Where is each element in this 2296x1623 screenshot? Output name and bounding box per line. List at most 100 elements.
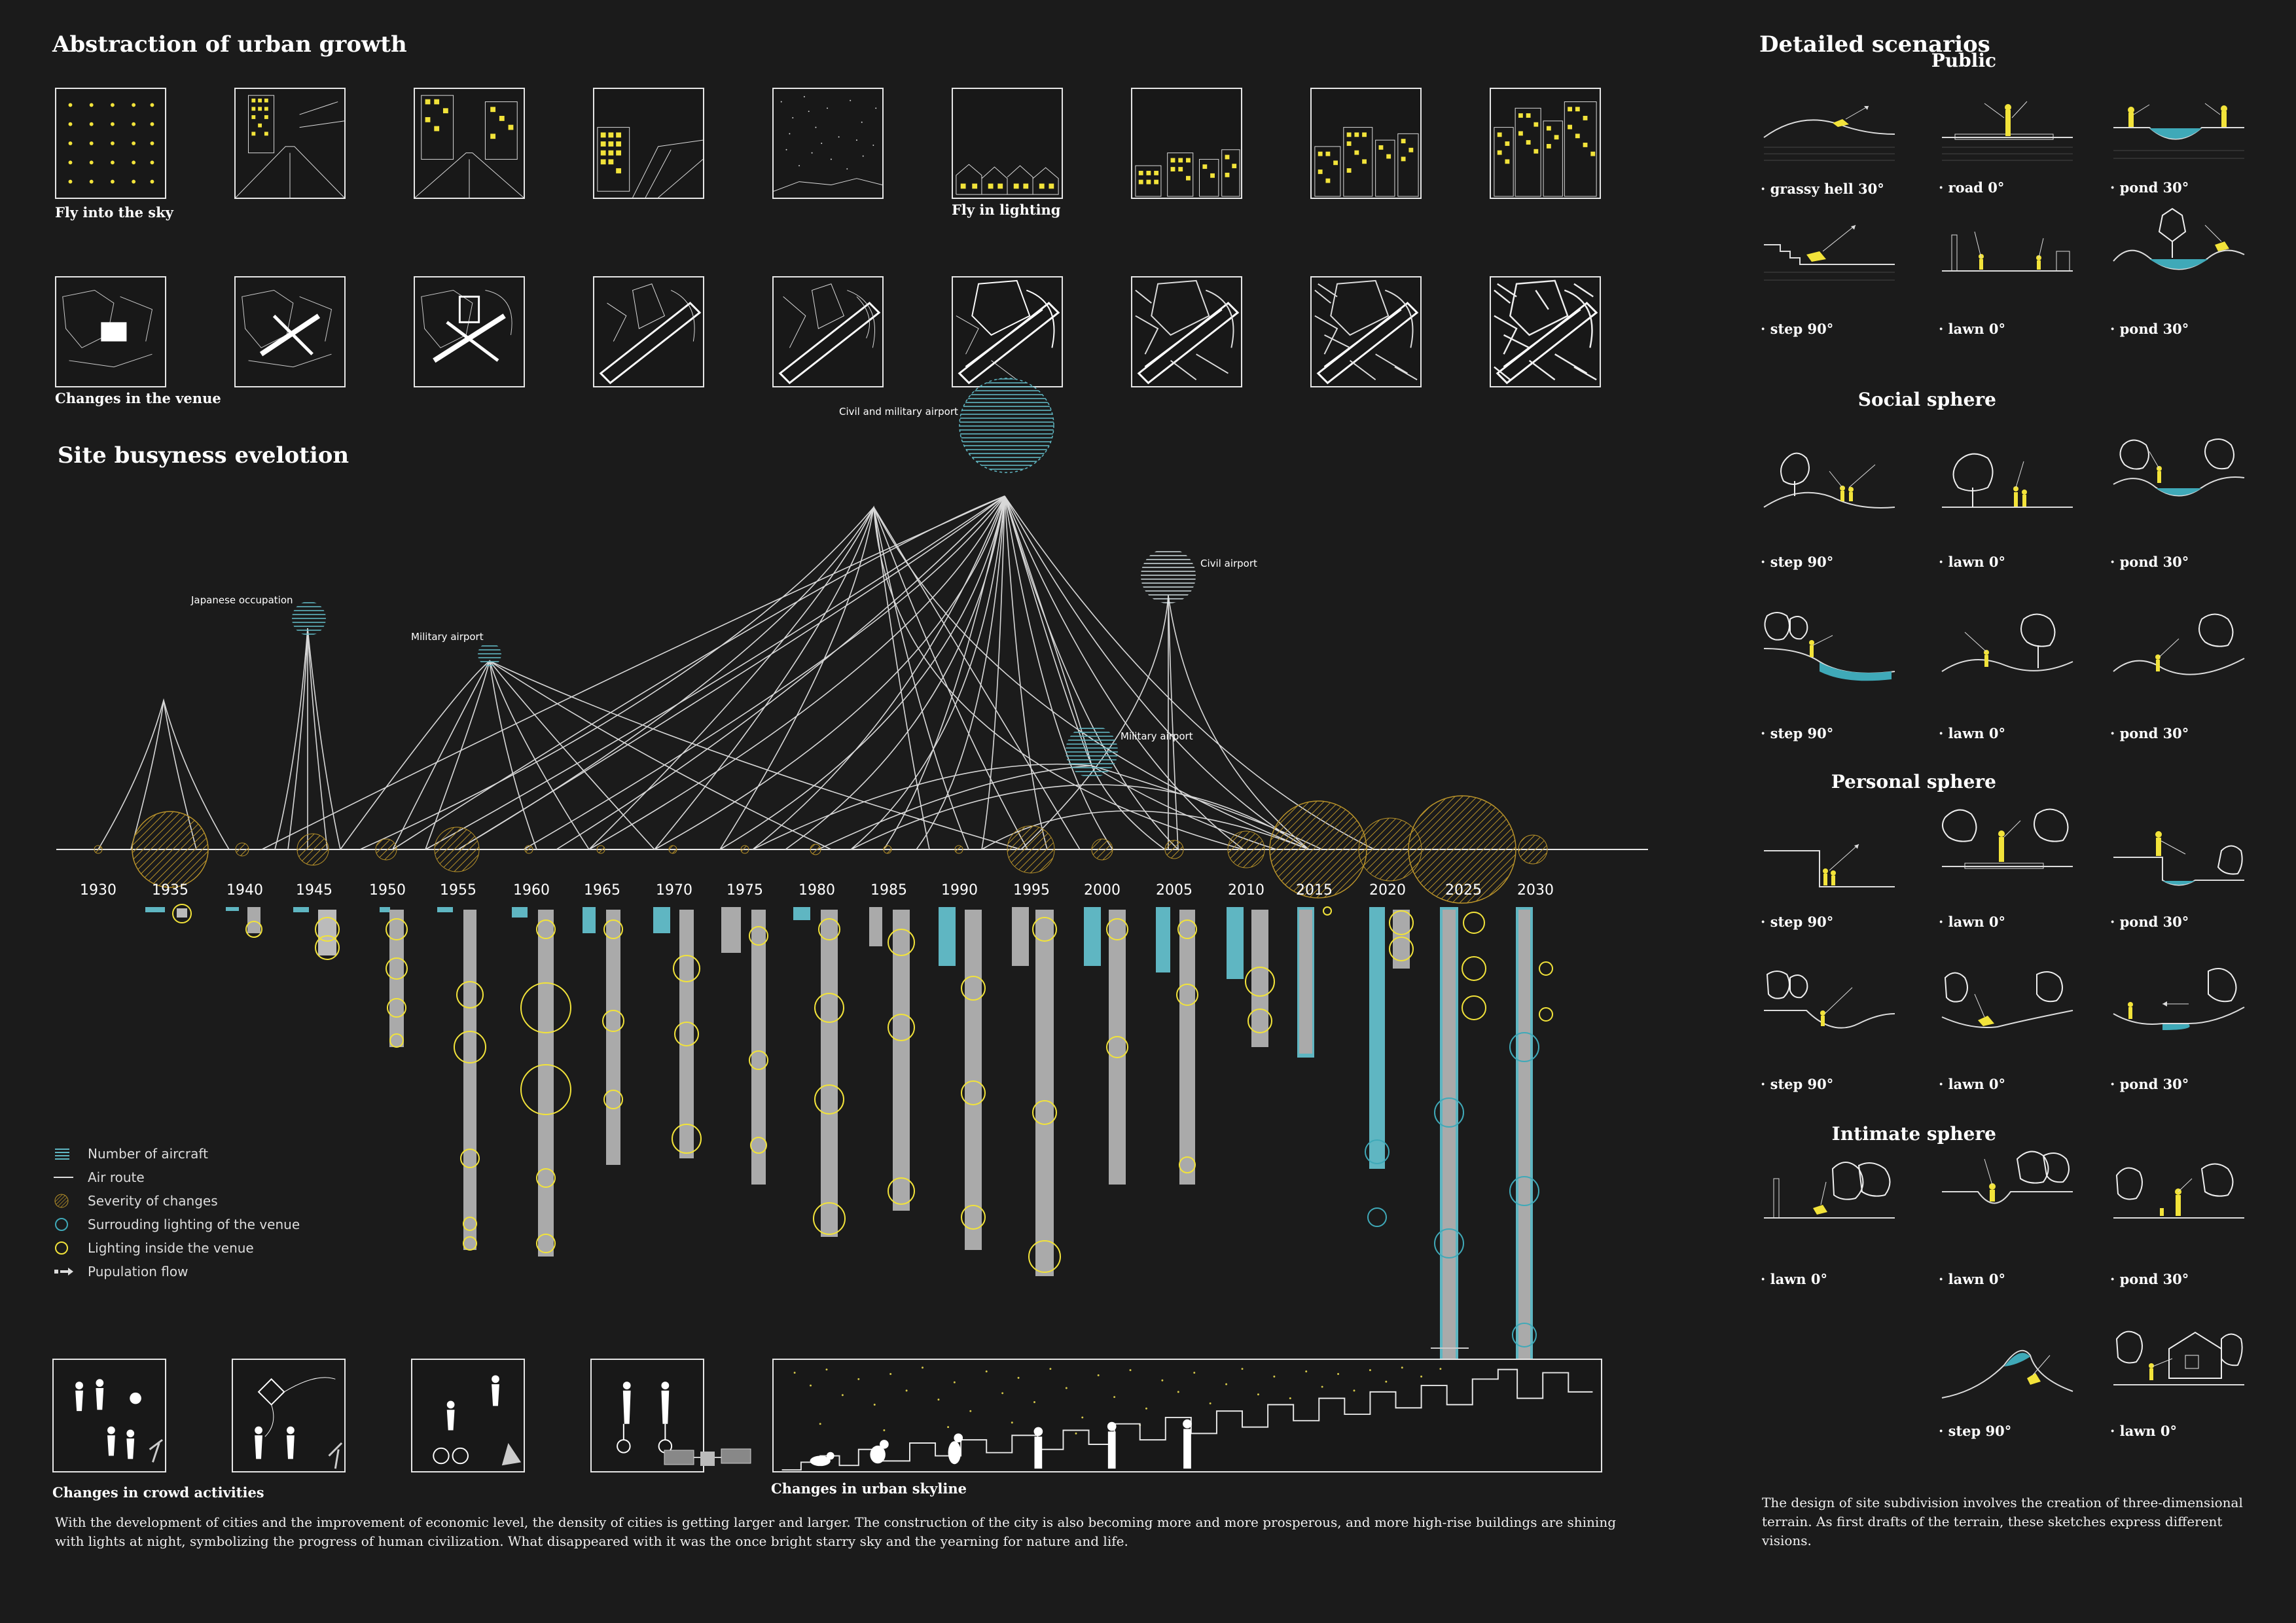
aircraft-circle-military-2 [1066, 725, 1118, 777]
street-panel-3 [593, 88, 704, 199]
column-1935 [145, 904, 192, 923]
venue-map-7 [1131, 276, 1242, 387]
street-panel-2 [414, 88, 525, 199]
year-label: 1990 [941, 882, 978, 899]
year-label: 1930 [80, 882, 117, 899]
scenario-sketch [1761, 219, 1898, 291]
column-1995 [1012, 907, 1061, 1276]
scenario-label: · pond 30° [2110, 1076, 2189, 1092]
year-label: 2000 [1084, 882, 1121, 899]
scenario-label: · step 90° [1939, 1423, 2012, 1439]
scenario-label: · pond 30° [2110, 554, 2189, 570]
buildings-panel-1 [1131, 88, 1242, 199]
column-1975 [721, 907, 768, 1185]
year-label: 2030 [1517, 882, 1554, 899]
column-2010 [1227, 907, 1275, 1047]
column-1985 [869, 907, 915, 1211]
section-personal: Personal sphere [1831, 771, 1996, 793]
section-intimate: Intimate sphere [1831, 1123, 1996, 1145]
crowd-panel-2 [232, 1359, 346, 1472]
year-label: 2020 [1369, 882, 1406, 899]
aircraft-circle-civil-military [960, 378, 1054, 473]
legend-item: Number of aircraft [52, 1144, 208, 1164]
venue-map-4 [593, 276, 704, 387]
crowd-panel-1 [52, 1359, 166, 1472]
legend-item: Air route [52, 1168, 145, 1187]
scenario-label: · step 90° [1761, 914, 1834, 930]
year-label: 1950 [369, 882, 406, 899]
scenario-sketch [1761, 825, 1898, 897]
air-routes [98, 495, 1375, 850]
year-label: 1995 [1013, 882, 1050, 899]
caption-skyline: Changes in urban skyline [771, 1480, 967, 1497]
scenario-label: · step 90° [1761, 321, 1834, 337]
scenario-label: · pond 30° [2110, 179, 2189, 196]
street-panel-1 [234, 88, 346, 199]
aircraft-circle-civil [1141, 548, 1196, 603]
column-2020 [1365, 907, 1414, 1227]
column-2000 [1084, 907, 1128, 1185]
year-label: 2005 [1156, 882, 1193, 899]
scenario-sketch [1939, 965, 2076, 1037]
scenario-sketch [2110, 432, 2248, 504]
venue-map-5 [772, 276, 884, 387]
caption-venue-changes: Changes in the venue [55, 390, 221, 406]
year-label: 1965 [584, 882, 620, 899]
year-label: 1975 [726, 882, 763, 899]
scenario-label: · grassy hell 30° [1761, 181, 1884, 197]
legend-item: Severity of changes [52, 1191, 218, 1211]
scenario-label: · pond 30° [2110, 1271, 2189, 1287]
caption-crowd: Changes in crowd activities [52, 1484, 264, 1501]
aircraft-circle-military-1 [478, 643, 501, 666]
scenario-sketch [2110, 825, 2248, 897]
annotation-japanese: Japanese occupation [191, 594, 293, 606]
year-label: 2025 [1445, 882, 1482, 899]
urban-skyline-panel [772, 1359, 1602, 1472]
column-1965 [583, 907, 624, 1165]
scenario-sketch [1939, 1326, 2076, 1399]
scenario-label: · lawn 0° [1939, 1271, 2005, 1287]
column-1955 [437, 907, 486, 1251]
scenario-label: · pond 30° [2110, 321, 2189, 337]
venue-map-1 [55, 276, 166, 387]
sky-panel-1 [55, 88, 166, 199]
year-label: 1945 [296, 882, 332, 899]
scenario-sketch [1761, 606, 1898, 681]
annotation-civil: Civil airport [1200, 558, 1257, 569]
line-icon [54, 1177, 73, 1178]
lighting-columns [145, 904, 1553, 1372]
description-left: With the development of cities and the i… [55, 1514, 1617, 1549]
scenario-label: · road 0° [1939, 179, 2005, 196]
aircraft-lines-icon [55, 1149, 69, 1160]
starry-panel [772, 88, 884, 199]
scenario-sketch [2110, 1156, 2248, 1228]
evolution-figures [810, 1419, 1192, 1469]
column-2015 [1297, 906, 1332, 1058]
venue-map-3 [414, 276, 525, 387]
scenario-sketch [2110, 98, 2248, 170]
scenario-sketch [2110, 205, 2248, 277]
scenario-label: · pond 30° [2110, 914, 2189, 930]
scenario-sketch [1939, 219, 2076, 291]
scenario-sketch [2110, 606, 2248, 678]
scenario-label: · lawn 0° [2110, 1423, 2177, 1439]
scenario-label: · pond 30° [2110, 725, 2189, 741]
year-label: 2015 [1296, 882, 1333, 899]
legend-item: Surrouding lighting of the venue [52, 1215, 300, 1234]
scenario-label: · step 90° [1761, 1076, 1834, 1092]
legend-item: Pupulation flow [52, 1262, 188, 1281]
scenario-sketch [1939, 1143, 2076, 1215]
section-title-busyness: Site busyness evelotion [58, 442, 350, 469]
scenario-sketch [2110, 965, 2248, 1037]
column-1945 [293, 907, 340, 960]
buildings-panel-2 [1310, 88, 1422, 199]
scenario-label: · lawn 0° [1939, 321, 2005, 337]
scenario-label: · lawn 0° [1939, 1076, 2005, 1092]
scenario-label: · lawn 0° [1939, 554, 2005, 570]
scenario-sketch [1761, 445, 1898, 517]
column-1940 [226, 907, 262, 938]
annotation-military-2: Military airport [1121, 730, 1193, 742]
scenario-sketch [1761, 965, 1898, 1037]
house-panel [952, 88, 1063, 199]
caption-fly-sky: Fly into the sky [55, 204, 173, 221]
